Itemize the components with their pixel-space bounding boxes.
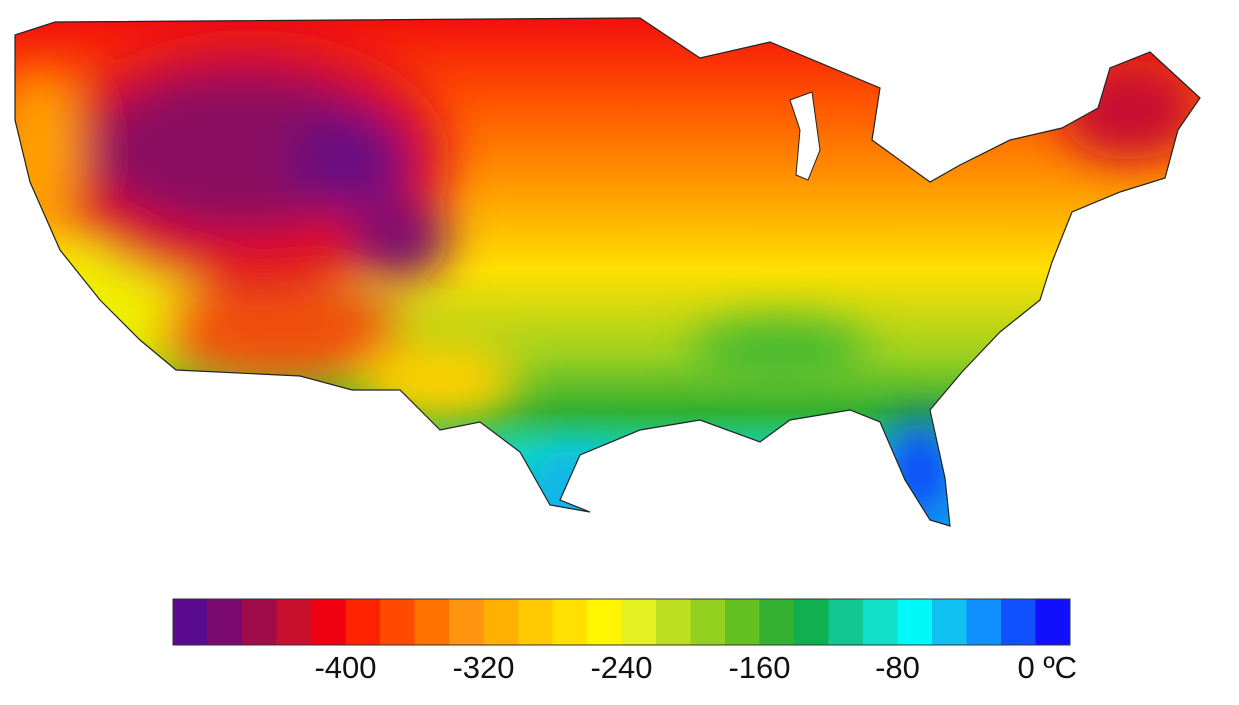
tick-label: -400: [314, 650, 376, 685]
colorbar-block: [966, 599, 1002, 645]
colorbar-block: [449, 599, 484, 645]
colorbar-block: [173, 599, 208, 645]
colorbar-block: [1035, 599, 1071, 645]
colorbar-block: [311, 599, 346, 645]
colorbar-frame: [172, 598, 1071, 646]
tick-label: 0 ºC: [1018, 650, 1078, 685]
colorbar-block: [897, 599, 933, 645]
colorbar-block: [276, 599, 312, 645]
colorbar-block: [587, 599, 622, 645]
colorbar-block: [690, 599, 726, 645]
colorbar-block: [656, 599, 691, 645]
colorbar-block: [414, 599, 450, 645]
us-outline: [14, 17, 1201, 527]
colorbar-block: [242, 599, 277, 645]
tick-label: -240: [590, 650, 652, 685]
us-map: [15, 18, 1200, 526]
colorbar-block: [207, 599, 243, 645]
tick-label: -160: [728, 650, 790, 685]
colorbar-block: [932, 599, 967, 645]
colorbar-block: [552, 599, 588, 645]
colorbar-block: [725, 599, 760, 645]
colorbar-block: [863, 599, 898, 645]
colorbar-block: [759, 599, 795, 645]
colorbar-block: [794, 599, 829, 645]
colorbar-block: [621, 599, 657, 645]
tick-label: -80: [875, 650, 920, 685]
colorbar-block: [380, 599, 415, 645]
colorbar-block: [1001, 599, 1036, 645]
colorbar-block: [828, 599, 864, 645]
tick-label: -320: [452, 650, 514, 685]
colorbar-block: [483, 599, 519, 645]
colorbar-block: [518, 599, 553, 645]
colorbar: -400 -320 -240 -160 -80 0 ºC: [172, 598, 1078, 685]
colorbar-block: [345, 599, 381, 645]
